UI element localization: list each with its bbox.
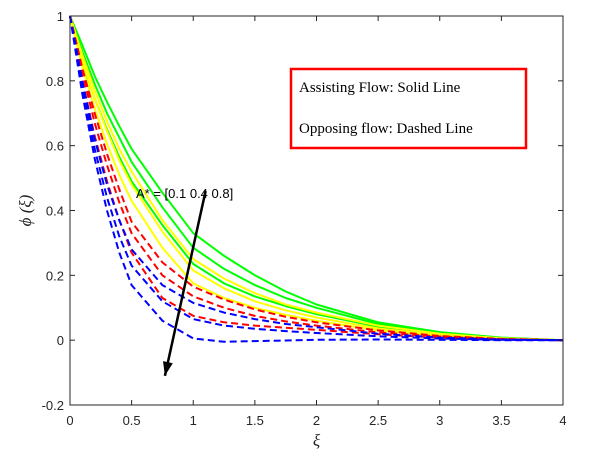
- y-axis-label: ϕ (ξ): [16, 194, 35, 226]
- x-tick-label: 0.5: [123, 413, 141, 428]
- y-tick-label: 0.8: [46, 74, 64, 89]
- series-line-4: [69, 15, 564, 342]
- x-tick-label: 1.5: [246, 413, 264, 428]
- series-layer: [69, 15, 564, 343]
- y-tick-label: 0.2: [46, 268, 64, 283]
- x-tick-label: 0: [66, 413, 73, 428]
- x-tick-label: 3.5: [492, 413, 510, 428]
- series-line-0: [69, 15, 564, 342]
- x-tick-label: 2.5: [369, 413, 387, 428]
- series-line-3: [69, 15, 564, 342]
- series-line-10: [69, 15, 564, 342]
- legend-entry-opposing: Opposing flow: Dashed Line: [299, 121, 473, 137]
- y-tick-label: -0.2: [42, 398, 64, 413]
- y-tick-label: 0.4: [46, 204, 64, 219]
- legend-box: Assisting Flow: Solid Line Opposing flow…: [289, 67, 528, 150]
- y-tick-label: 0.6: [46, 139, 64, 154]
- annotation-text: A* = [0.1 0.4 0.8]: [136, 186, 233, 201]
- x-tick-label: 4: [559, 413, 566, 428]
- arrow-head: [163, 361, 173, 376]
- arrow-shaft: [163, 190, 207, 377]
- x-tick-label: 1: [190, 413, 197, 428]
- legend-entry-assisting: Assisting Flow: Solid Line: [299, 80, 461, 96]
- series-line-1: [69, 15, 564, 342]
- series-line-2: [69, 15, 564, 342]
- series-line-9: [69, 15, 564, 342]
- axis-layer: 0 0.5 1 1.5 2 2.5 3 3.5 4-0.200.20.40.60.81: [42, 9, 567, 428]
- x-tick-label: 2: [313, 413, 320, 428]
- y-tick-label: 0: [57, 333, 64, 348]
- series-line-11: [69, 15, 563, 343]
- y-tick-label: 1: [57, 9, 64, 24]
- x-tick-label: 3: [436, 413, 443, 428]
- series-line-8: [69, 15, 564, 342]
- legend-border: [289, 67, 528, 150]
- series-line-7: [69, 15, 564, 342]
- annotation-arrow: [163, 190, 207, 377]
- series-line-6: [69, 15, 564, 342]
- series-line-5: [69, 15, 564, 342]
- x-axis-label: ξ: [313, 431, 321, 450]
